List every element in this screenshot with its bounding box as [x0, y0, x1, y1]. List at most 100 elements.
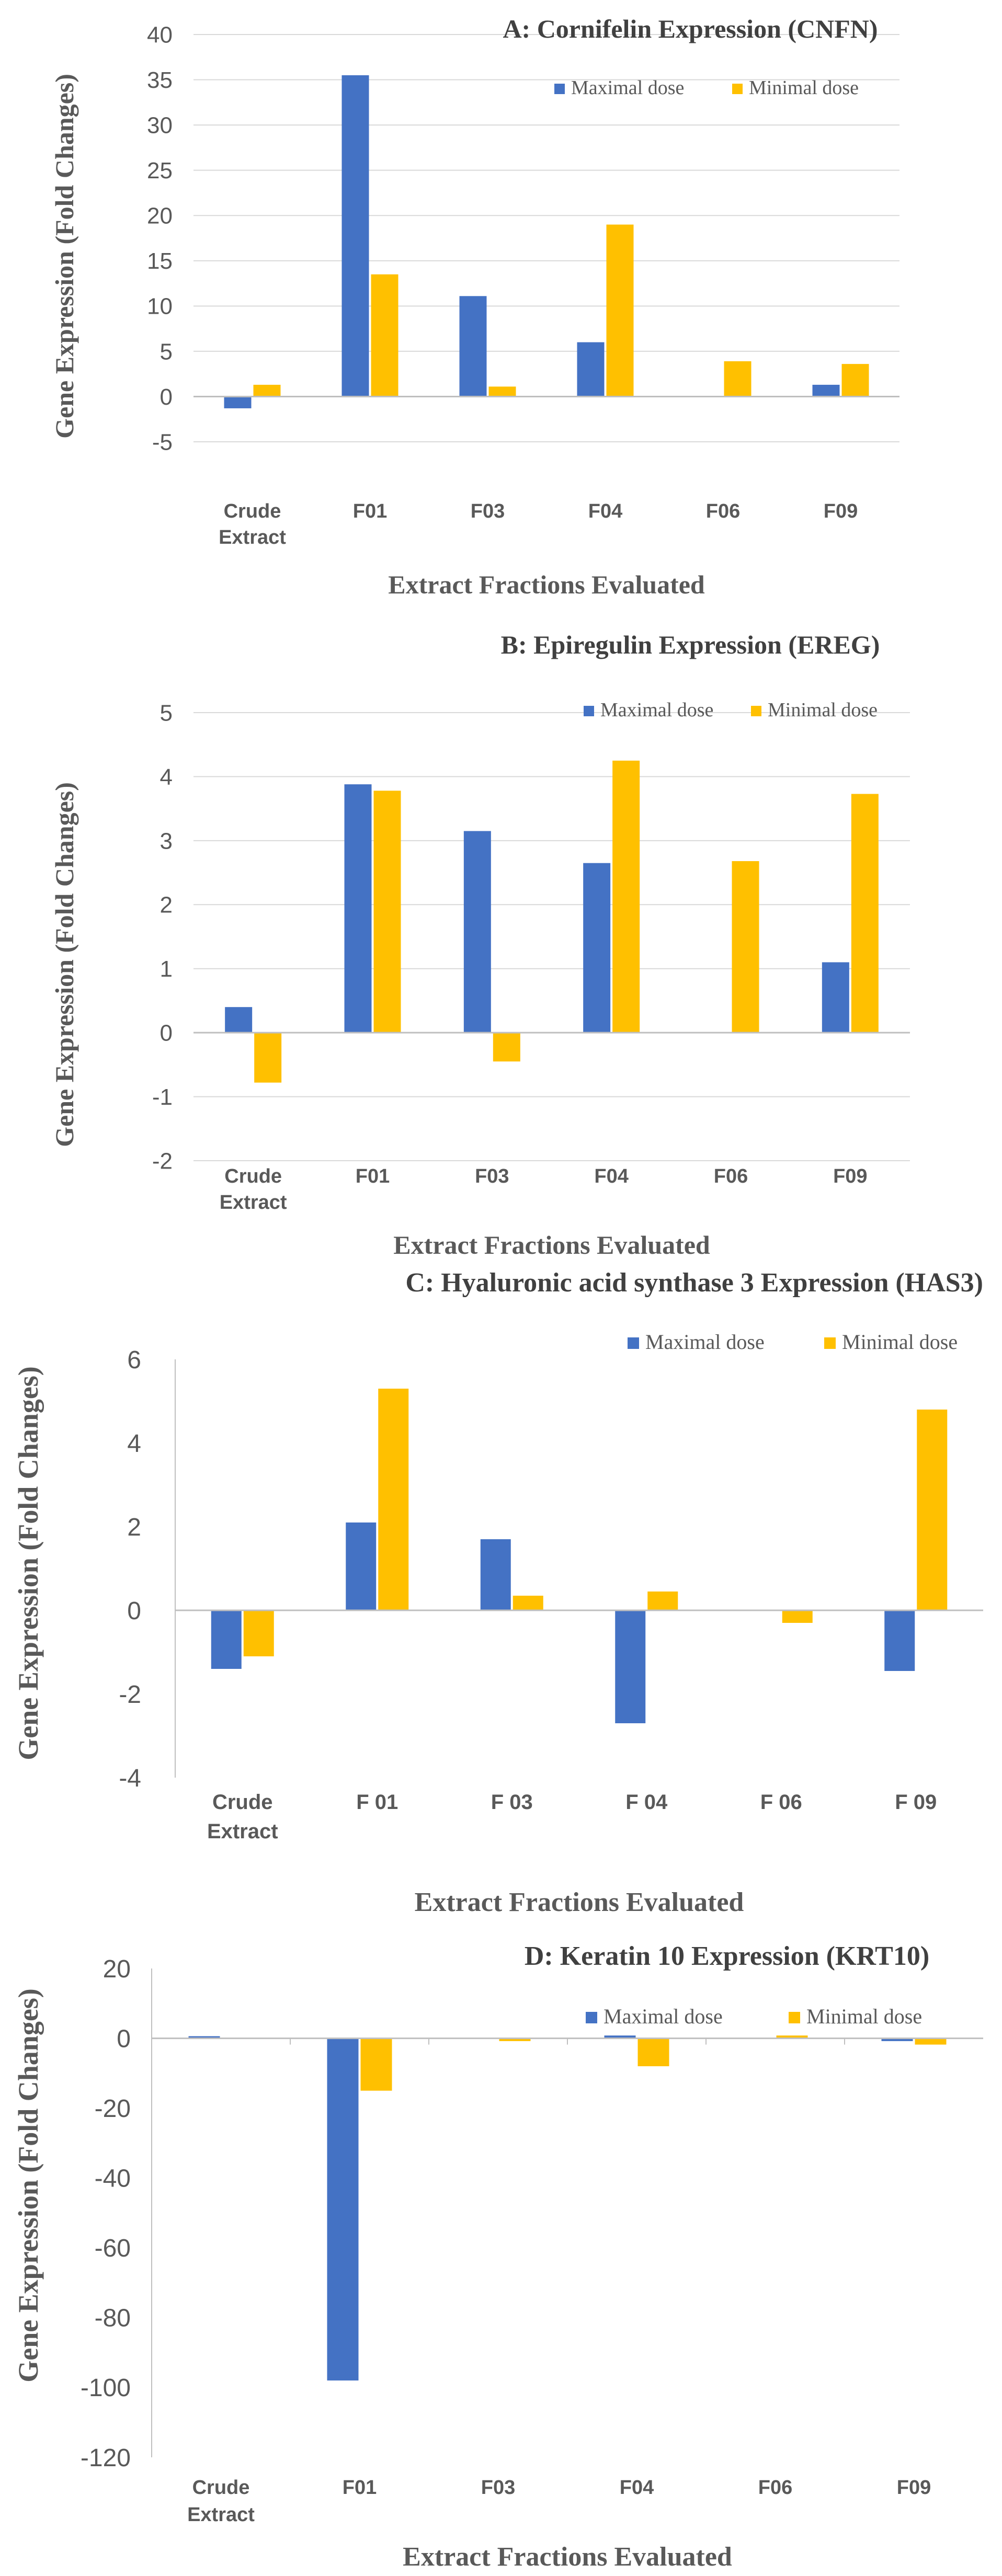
chart-panel-a: -5 0 5 10 15 20 25 30 35 40 Crude Extract F01 F03 F04 F…	[0, 0, 1002, 627]
legend-label: Maximal dose	[571, 77, 684, 99]
x-tick-label: F06	[706, 500, 740, 522]
y-tick-label: -100	[81, 2374, 131, 2402]
x-tick-label: F03	[481, 2477, 515, 2499]
bar-maximal-3	[459, 296, 487, 397]
y-tick-label: 0	[160, 1021, 173, 1046]
chart-svg: -120 -100 -80 -60 -40 -20 0 20 Crude Extract F01 F0…	[13, 1941, 983, 2572]
bar-minimal-6	[917, 1410, 948, 1610]
bar-minimal-1	[253, 384, 281, 397]
y-tick-label: 1	[160, 956, 173, 982]
legend-swatch-minimal	[789, 2012, 800, 2023]
bar-minimal-5	[782, 1610, 813, 1623]
bar-minimal-3	[499, 2038, 531, 2041]
bar-minimal-1	[254, 1033, 282, 1083]
x-tick-label: Crude Extract	[219, 500, 286, 548]
bar-maximal-3	[463, 831, 491, 1033]
y-tick-label: -20	[95, 2095, 131, 2123]
legend-swatch-minimal	[751, 706, 761, 716]
legend-label: Maximal dose	[645, 1330, 765, 1354]
chart-svg: -2 -1 0 1 2 3 4 5 Crude Extract F01 F03 F04 F06 F09 B: …	[50, 630, 910, 1260]
bar-minimal-3	[488, 386, 516, 397]
chart-panel-c: -4 -2 0 2 4 6 Crude Extract F 01 F 03 F 04 F 06 F 09…	[0, 1265, 1002, 1929]
x-tick-label: F01	[343, 2477, 377, 2499]
x-axis-label: Extract Fractions Evaluated	[403, 2542, 732, 2572]
bar-minimal-4	[612, 760, 640, 1033]
bar-maximal-2	[327, 2038, 359, 2381]
y-tick-label: -80	[95, 2305, 131, 2332]
y-tick-label: 3	[160, 828, 173, 854]
y-tick-label: -5	[152, 429, 173, 455]
x-tick-label: Crude Extract	[187, 2477, 255, 2526]
y-tick-label: 5	[160, 700, 173, 726]
x-tick-label: F06	[758, 2477, 792, 2499]
bar-maximal-1	[225, 1007, 253, 1033]
chart-panel-b: -2 -1 0 1 2 3 4 5 Crude Extract F01 F03 F04 F06 F09 B: …	[0, 627, 1002, 1265]
legend-label: Maximal dose	[604, 2005, 723, 2028]
bar-maximal-4	[583, 863, 611, 1033]
y-tick-label: 0	[160, 384, 173, 410]
bar-minimal-2	[378, 1389, 409, 1610]
bar-maximal-6	[822, 962, 849, 1033]
chart-svg: -4 -2 0 2 4 6 Crude Extract F 01 F 03 F 04 F 06 F 09…	[13, 1268, 983, 1917]
x-tick-label: F 03	[491, 1791, 533, 1814]
legend-swatch-maximal	[586, 2012, 597, 2023]
y-axis-label: Gene Expression (Fold Changes)	[50, 782, 79, 1147]
x-tick-label: F04	[588, 500, 622, 522]
bar-minimal-6	[851, 794, 879, 1033]
chart-title: B: Epiregulin Expression (EREG)	[501, 630, 880, 659]
x-tick-label: F 09	[895, 1791, 937, 1814]
y-tick-label: -1	[152, 1084, 173, 1110]
bar-minimal-4	[606, 224, 634, 397]
legend-swatch-maximal	[554, 84, 565, 94]
y-tick-label: 4	[127, 1430, 141, 1458]
bar-minimal-5	[732, 861, 759, 1033]
x-tick-label: F 04	[625, 1791, 668, 1814]
legend-swatch-minimal	[824, 1337, 836, 1349]
x-tick-label: F04	[620, 2477, 654, 2499]
bar-minimal-5	[776, 2035, 808, 2039]
y-tick-label: -60	[95, 2235, 131, 2262]
y-tick-label: -40	[95, 2165, 131, 2193]
x-tick-label: Crude Extract	[207, 1791, 278, 1843]
y-tick-label: 35	[147, 67, 173, 93]
legend-label: Minimal dose	[806, 2005, 922, 2028]
legend-label: Minimal dose	[768, 699, 878, 721]
x-tick-label: F01	[353, 500, 387, 522]
legend-swatch-maximal	[584, 706, 594, 716]
bar-minimal-4	[647, 1592, 678, 1610]
x-axis-label: Extract Fractions Evaluated	[393, 1230, 710, 1260]
chart-svg: -5 0 5 10 15 20 25 30 35 40 Crude Extract F01 F03 F04 F…	[50, 14, 899, 599]
legend-swatch-minimal	[732, 84, 743, 94]
x-tick-label: Crude Extract	[220, 1165, 287, 1213]
y-axis-label: Gene Expression (Fold Changes)	[13, 1988, 44, 2383]
bar-maximal-2	[344, 784, 372, 1033]
x-tick-label: F09	[833, 1165, 867, 1187]
bar-minimal-2	[373, 791, 401, 1033]
y-tick-label: 2	[160, 892, 173, 918]
x-tick-label: F03	[471, 500, 505, 522]
y-tick-label: 0	[127, 1597, 141, 1625]
y-tick-label: -2	[119, 1681, 141, 1709]
chart-panel-d: -120 -100 -80 -60 -40 -20 0 20 Crude Extract F01 F0…	[0, 1929, 1002, 2576]
x-tick-label: F04	[594, 1165, 628, 1187]
bar-minimal-6	[841, 364, 869, 397]
bar-maximal-4	[577, 342, 605, 397]
y-tick-label: 40	[147, 22, 173, 48]
x-tick-label: F01	[356, 1165, 390, 1187]
y-tick-label: 6	[127, 1346, 141, 1374]
legend-label: Minimal dose	[842, 1330, 958, 1354]
bar-minimal-2	[360, 2038, 392, 2091]
bar-minimal-4	[637, 2038, 669, 2066]
legend-swatch-maximal	[628, 1337, 639, 1349]
bar-maximal-3	[480, 1539, 511, 1610]
x-tick-label: F03	[475, 1165, 509, 1187]
bar-minimal-1	[243, 1610, 274, 1656]
bar-maximal-6	[884, 1610, 915, 1671]
bar-maximal-2	[341, 75, 369, 397]
x-axis-label: Extract Fractions Evaluated	[388, 570, 705, 599]
y-tick-label: 20	[103, 1955, 131, 1983]
bar-maximal-4	[615, 1610, 646, 1723]
y-tick-label: 5	[160, 339, 173, 364]
bar-minimal-3	[493, 1033, 520, 1062]
y-tick-label: 10	[147, 294, 173, 319]
